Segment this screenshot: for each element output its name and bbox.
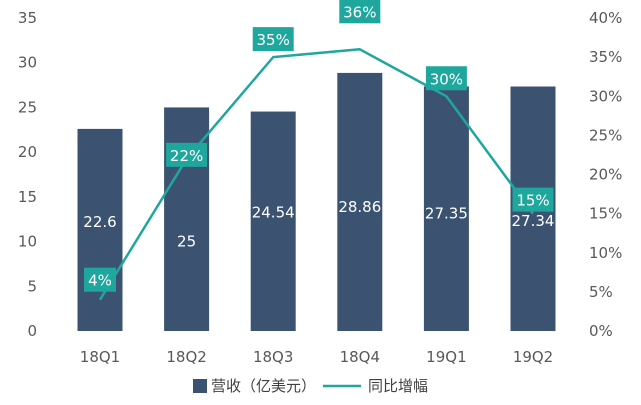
right-axis-ticks: 0% 5% 10% 15% 20% 25% 30% 35% 40% [589, 9, 622, 340]
left-tick-label: 15 [18, 188, 37, 206]
right-tick-label: 5% [589, 283, 613, 301]
legend: 营收（亿美元） 同比增幅 [193, 377, 428, 395]
x-tick-label: 18Q4 [340, 348, 380, 366]
right-tick-label: 40% [589, 9, 622, 27]
revenue-bar-label: 24.54 [252, 203, 295, 221]
revenue-bar [250, 111, 296, 331]
growth-label-text: 30% [430, 70, 463, 88]
revenue-bar-label: 27.35 [425, 205, 468, 223]
right-tick-label: 35% [589, 48, 622, 66]
x-tick-label: 19Q1 [426, 348, 466, 366]
growth-label-box [252, 27, 294, 52]
x-tick-label: 18Q3 [253, 348, 293, 366]
revenue-bar-label: 22.6 [83, 213, 116, 231]
growth-label-text: 35% [257, 31, 290, 49]
growth-label-box [339, 0, 381, 24]
left-tick-label: 0 [27, 322, 37, 340]
revenue-bars [77, 72, 556, 331]
growth-series-line [98, 48, 535, 301]
revenue-bar [423, 86, 469, 331]
growth-label-box [84, 267, 116, 292]
right-tick-label: 0% [589, 322, 613, 340]
left-tick-label: 30 [18, 54, 37, 72]
left-tick-label: 25 [18, 98, 37, 116]
growth-label-box [425, 66, 467, 91]
growth-label-text: 4% [88, 272, 112, 290]
legend-bar-label: 营收（亿美元） [211, 377, 316, 395]
growth-label: 36% [339, 0, 381, 24]
growth-label-box [166, 142, 208, 167]
growth-label-text: 15% [516, 192, 549, 210]
left-axis-ticks: 0 5 10 15 20 25 30 35 [18, 9, 37, 340]
growth-labels: 4% 22% 35% 36% 30% 15% [84, 0, 554, 292]
left-tick-label: 5 [27, 277, 37, 295]
left-tick-label: 10 [18, 233, 37, 251]
left-tick-label: 20 [18, 143, 37, 161]
right-tick-label: 20% [589, 166, 622, 184]
x-tick-label: 18Q1 [80, 348, 120, 366]
revenue-bar-label: 25 [177, 233, 196, 251]
legend-bar-swatch [193, 379, 207, 393]
growth-label: 22% [166, 142, 208, 167]
revenue-bar-labels: 22.6 25 24.54 28.86 27.35 27.34 [83, 198, 554, 250]
growth-label: 15% [512, 187, 554, 212]
growth-label-text: 36% [343, 3, 376, 21]
growth-label-box [512, 187, 554, 212]
growth-label: 35% [252, 27, 294, 52]
right-tick-label: 15% [589, 205, 622, 223]
revenue-bar [337, 72, 383, 331]
revenue-bar-label: 27.34 [512, 212, 555, 230]
left-tick-label: 35 [18, 9, 37, 27]
x-axis-ticks: 18Q1 18Q2 18Q3 18Q4 19Q1 19Q2 [80, 348, 553, 366]
right-tick-label: 10% [589, 244, 622, 262]
legend-line-label: 同比增幅 [368, 377, 428, 395]
growth-label-text: 22% [170, 147, 203, 165]
growth-label: 4% [84, 267, 116, 292]
right-tick-label: 30% [589, 87, 622, 105]
growth-label: 30% [425, 66, 467, 91]
right-tick-label: 25% [589, 126, 622, 144]
x-tick-label: 18Q2 [166, 348, 206, 366]
growth-line [98, 48, 535, 301]
x-tick-label: 19Q2 [513, 348, 553, 366]
revenue-bar-label: 28.86 [338, 198, 381, 216]
